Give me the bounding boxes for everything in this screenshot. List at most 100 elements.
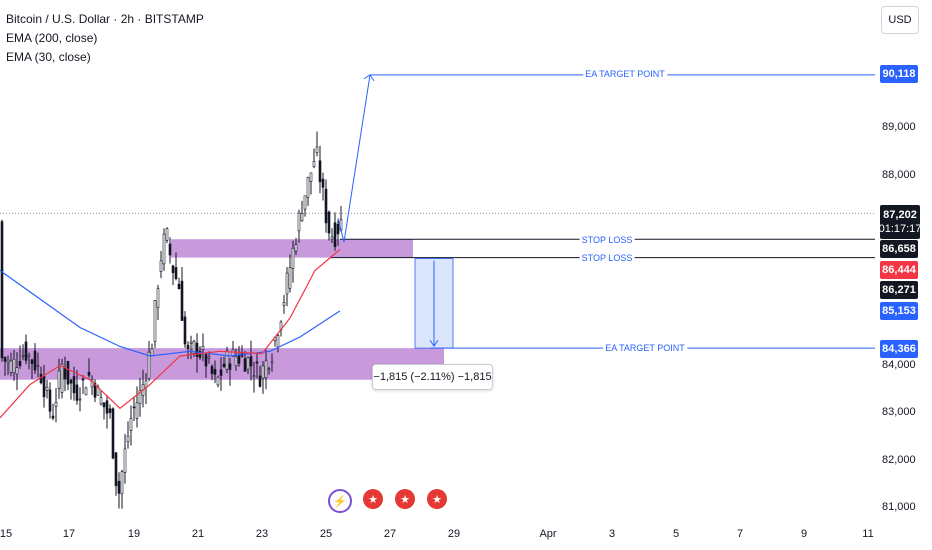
level-lines <box>330 74 875 349</box>
stop1-price-tag: 86,658 <box>880 240 918 258</box>
stop-loss-1-label: STOP LOSS <box>579 235 635 245</box>
candle-body <box>81 378 85 381</box>
us-flag-icon[interactable]: ★ <box>395 489 415 509</box>
candle-body <box>297 212 301 232</box>
candle-body <box>261 365 265 379</box>
candle-body <box>54 402 58 407</box>
x-tick-label: 9 <box>800 528 808 540</box>
symbol-title[interactable]: Bitcoin / U.S. Dollar · 2h · BITSTAMP <box>6 12 204 26</box>
candle-body <box>180 280 184 321</box>
y-tick-label: 89,000 <box>882 121 916 133</box>
x-tick-label: 27 <box>383 528 397 540</box>
candle-body <box>162 233 166 265</box>
lightning-icon[interactable]: ⚡ <box>328 489 352 513</box>
bar-countdown: 01:17:17 <box>878 223 922 235</box>
candles <box>0 131 343 509</box>
candle-body <box>216 376 220 386</box>
candle-body <box>264 360 268 378</box>
candle-body <box>213 368 217 375</box>
candle-body <box>255 361 259 364</box>
candle-body <box>252 375 256 378</box>
candle-body <box>138 390 142 405</box>
candle-body <box>153 300 157 342</box>
candle-body <box>183 316 187 345</box>
candle-body <box>228 363 232 370</box>
candle-body <box>300 213 304 222</box>
candle-body <box>147 351 151 379</box>
candle-body <box>57 370 61 389</box>
candle-body <box>174 267 178 279</box>
candle-body <box>108 408 112 413</box>
candle-body <box>312 161 316 168</box>
candle-body <box>207 356 211 359</box>
candle-body <box>258 375 262 387</box>
candle-body <box>63 367 67 380</box>
candle-body <box>15 367 19 375</box>
candle-body <box>201 346 205 350</box>
y-tick-label: 82,000 <box>882 453 916 466</box>
candle-body <box>45 386 49 391</box>
candle-body <box>51 415 55 419</box>
ema-lines <box>0 248 341 419</box>
y-tick-label: 81,000 <box>882 501 916 513</box>
candle-body <box>66 360 70 385</box>
candle-body <box>195 342 199 357</box>
ea-target-bottom-label: EA TARGET POINT <box>603 343 687 353</box>
last-price-value: 87,202 <box>883 209 917 221</box>
ema30-legend[interactable]: EMA (30, close) <box>6 50 91 64</box>
ema30-line <box>0 248 341 419</box>
x-tick-label: 5 <box>672 528 680 540</box>
y-tick-label: 84,000 <box>882 358 916 371</box>
us-flag-icon[interactable]: ★ <box>363 489 383 509</box>
candle-body <box>78 398 82 401</box>
x-tick-label: 15 <box>0 528 13 540</box>
candle-body <box>192 340 196 354</box>
ea-target-top-label: EA TARGET POINT <box>583 69 667 79</box>
candle-body <box>288 267 292 289</box>
candle-body <box>69 379 73 384</box>
x-tick-label: 11 <box>862 528 874 540</box>
candle-body <box>165 228 169 241</box>
candle-body <box>327 211 331 234</box>
candle-body <box>330 236 334 240</box>
candle-body <box>282 302 286 306</box>
us-flag-icon[interactable]: ★ <box>427 489 447 509</box>
candle-body <box>105 400 109 414</box>
x-tick-label: 25 <box>319 528 333 540</box>
x-tick-label: 29 <box>447 528 461 540</box>
candle-body <box>333 222 337 247</box>
candle-body <box>99 397 103 405</box>
currency-button[interactable]: USD <box>881 6 919 34</box>
candle-body <box>186 344 190 349</box>
candle-body <box>309 172 313 182</box>
candle-body <box>18 361 22 367</box>
y-tick-label: 88,000 <box>882 168 916 181</box>
last-price-tag: 87,202 01:17:17 <box>878 205 922 239</box>
candle-body <box>33 350 37 371</box>
candle-body <box>291 247 295 269</box>
projection-box <box>414 258 454 349</box>
ema200-legend[interactable]: EMA (200, close) <box>6 31 98 45</box>
candle-body <box>204 354 208 367</box>
stop2-price-tag: 86,271 <box>880 281 918 299</box>
x-tick-label: 21 <box>191 528 205 540</box>
ema200-price-tag: 85,153 <box>880 302 918 320</box>
x-tick-label: 23 <box>255 528 269 540</box>
candle-body <box>303 195 307 210</box>
stop-loss-2-label: STOP LOSS <box>579 253 635 263</box>
candle-body <box>126 435 130 442</box>
candle-body <box>246 357 250 370</box>
candle-body <box>21 355 25 357</box>
candle-body <box>75 384 79 401</box>
candle-body <box>93 382 97 398</box>
candle-body <box>168 243 172 256</box>
target-top-price-tag: 90,118 <box>880 65 918 83</box>
candle-body <box>219 369 223 376</box>
x-tick-label: 3 <box>608 528 616 540</box>
candle-body <box>324 188 328 224</box>
candle-body <box>9 360 13 373</box>
candle-body <box>237 355 241 364</box>
candle-body <box>315 146 319 153</box>
candle-body <box>3 357 7 362</box>
